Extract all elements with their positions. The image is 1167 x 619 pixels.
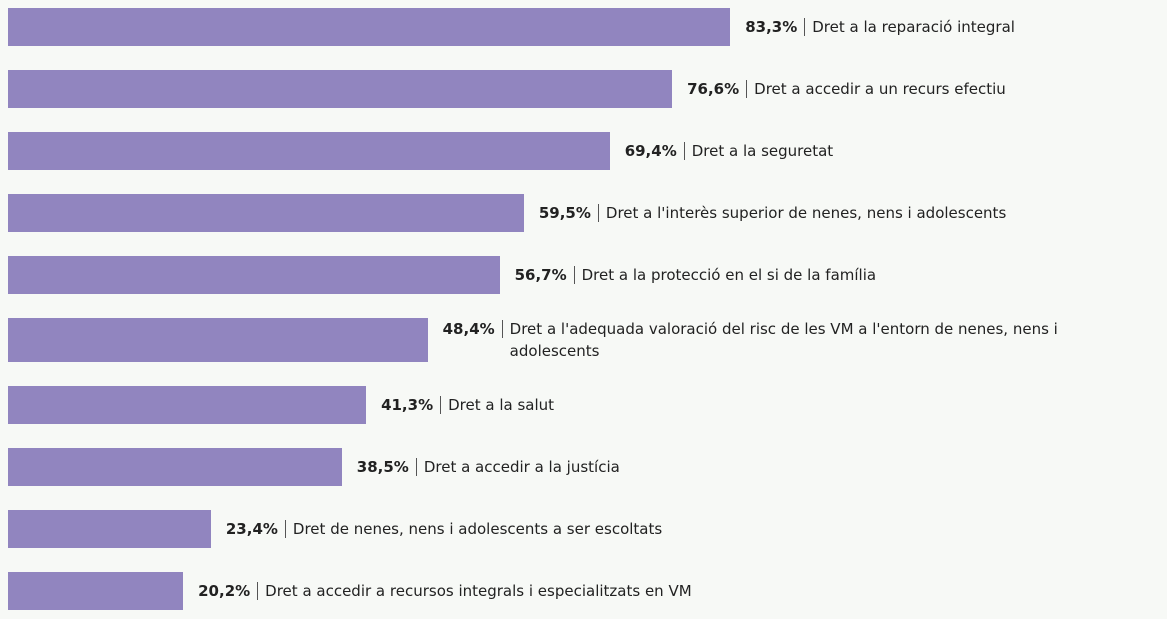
bar-row: 48,4% Dret a l'adequada valoració del ris… — [0, 318, 1167, 362]
bar — [8, 386, 367, 424]
bar-row: 56,7% Dret a la protecció en el si de la … — [0, 256, 1167, 294]
bar-label: 41,3% Dret a la salut — [366, 386, 554, 424]
label-group: 69,4% Dret a la seguretat — [624, 140, 834, 162]
category-label: Dret a la salut — [448, 396, 555, 414]
bar-row: 38,5% Dret a accedir a la justícia — [0, 448, 1167, 486]
category-label: Dret a la reparació integral — [812, 18, 1015, 36]
separator — [501, 320, 503, 338]
category-label: Dret a accedir a la justícia — [423, 458, 620, 476]
separator — [683, 142, 685, 160]
bar-label: 38,5% Dret a accedir a la justícia — [342, 448, 620, 486]
bar-row: 20,2% Dret a accedir a recursos integrals… — [0, 572, 1167, 610]
bar — [8, 132, 610, 170]
separator — [415, 458, 417, 476]
bar-row: 83,3% Dret a la reparació integral — [0, 8, 1167, 46]
value-label: 56,7% — [514, 266, 567, 284]
bar-row: 41,3% Dret a la salut — [0, 386, 1167, 424]
bar-label: 83,3% Dret a la reparació integral — [730, 8, 1015, 46]
bar-label: 56,7% Dret a la protecció en el si de la … — [500, 256, 877, 294]
separator — [746, 80, 748, 98]
label-group: 83,3% Dret a la reparació integral — [745, 16, 1015, 38]
separator — [440, 396, 442, 414]
label-group: 41,3% Dret a la salut — [381, 394, 554, 416]
category-label: Dret a la protecció en el si de la famíl… — [581, 266, 877, 284]
label-group: 23,4% Dret de nenes, nens i adolescents a… — [226, 518, 662, 540]
bar-label: 20,2% Dret a accedir a recursos integrals… — [183, 572, 692, 610]
bar-label: 69,4% Dret a la seguretat — [610, 132, 834, 170]
label-group: 48,4% Dret a l'adequada valoració del ris… — [443, 318, 1125, 362]
separator — [597, 204, 599, 222]
bar-row: 59,5% Dret a l'interès superior de nenes,… — [0, 194, 1167, 232]
separator — [284, 520, 286, 538]
value-label: 23,4% — [225, 520, 278, 538]
value-label: 20,2% — [198, 582, 251, 600]
category-label: Dret de nenes, nens i adolescents a ser … — [292, 520, 663, 538]
bar-row: 76,6% Dret a accedir a un recurs efectiu — [0, 70, 1167, 108]
bar — [8, 8, 731, 46]
label-group: 56,7% Dret a la protecció en el si de la … — [514, 264, 877, 286]
bar — [8, 256, 500, 294]
separator — [804, 18, 806, 36]
bar-label: 76,6% Dret a accedir a un recurs efectiu — [672, 70, 1006, 108]
category-label: Dret a accedir a un recurs efectiu — [754, 80, 1006, 98]
label-group: 38,5% Dret a accedir a la justícia — [357, 456, 620, 478]
value-label: 41,3% — [381, 396, 434, 414]
bar — [8, 572, 184, 610]
label-group: 20,2% Dret a accedir a recursos integrals… — [198, 580, 692, 602]
value-label: 76,6% — [687, 80, 740, 98]
label-group: 76,6% Dret a accedir a un recurs efectiu — [687, 78, 1006, 100]
bar — [8, 70, 673, 108]
value-label: 69,4% — [624, 142, 677, 160]
bar — [8, 448, 342, 486]
category-label: Dret a la seguretat — [691, 142, 834, 160]
value-label: 59,5% — [538, 204, 591, 222]
bar — [8, 510, 211, 548]
value-label: 83,3% — [745, 18, 798, 36]
bar-label: 48,4% Dret a l'adequada valoració del ris… — [428, 318, 1125, 362]
separator — [573, 266, 575, 284]
category-label: Dret a l'interès superior de nenes, nens… — [605, 204, 1007, 222]
label-group: 59,5% Dret a l'interès superior de nenes,… — [539, 202, 1006, 224]
bar-label: 23,4% Dret de nenes, nens i adolescents a… — [211, 510, 662, 548]
bar-label: 59,5% Dret a l'interès superior de nenes,… — [524, 194, 1006, 232]
bar — [8, 194, 524, 232]
separator — [257, 582, 259, 600]
category-label: Dret a l'adequada valoració del risc de … — [509, 320, 1058, 360]
value-label: 38,5% — [356, 458, 409, 476]
bar — [8, 318, 428, 362]
bar-row: 23,4% Dret de nenes, nens i adolescents a… — [0, 510, 1167, 548]
bar-row: 69,4% Dret a la seguretat — [0, 132, 1167, 170]
category-label: Dret a accedir a recursos integrals i es… — [265, 582, 692, 600]
value-label: 48,4% — [442, 320, 495, 338]
